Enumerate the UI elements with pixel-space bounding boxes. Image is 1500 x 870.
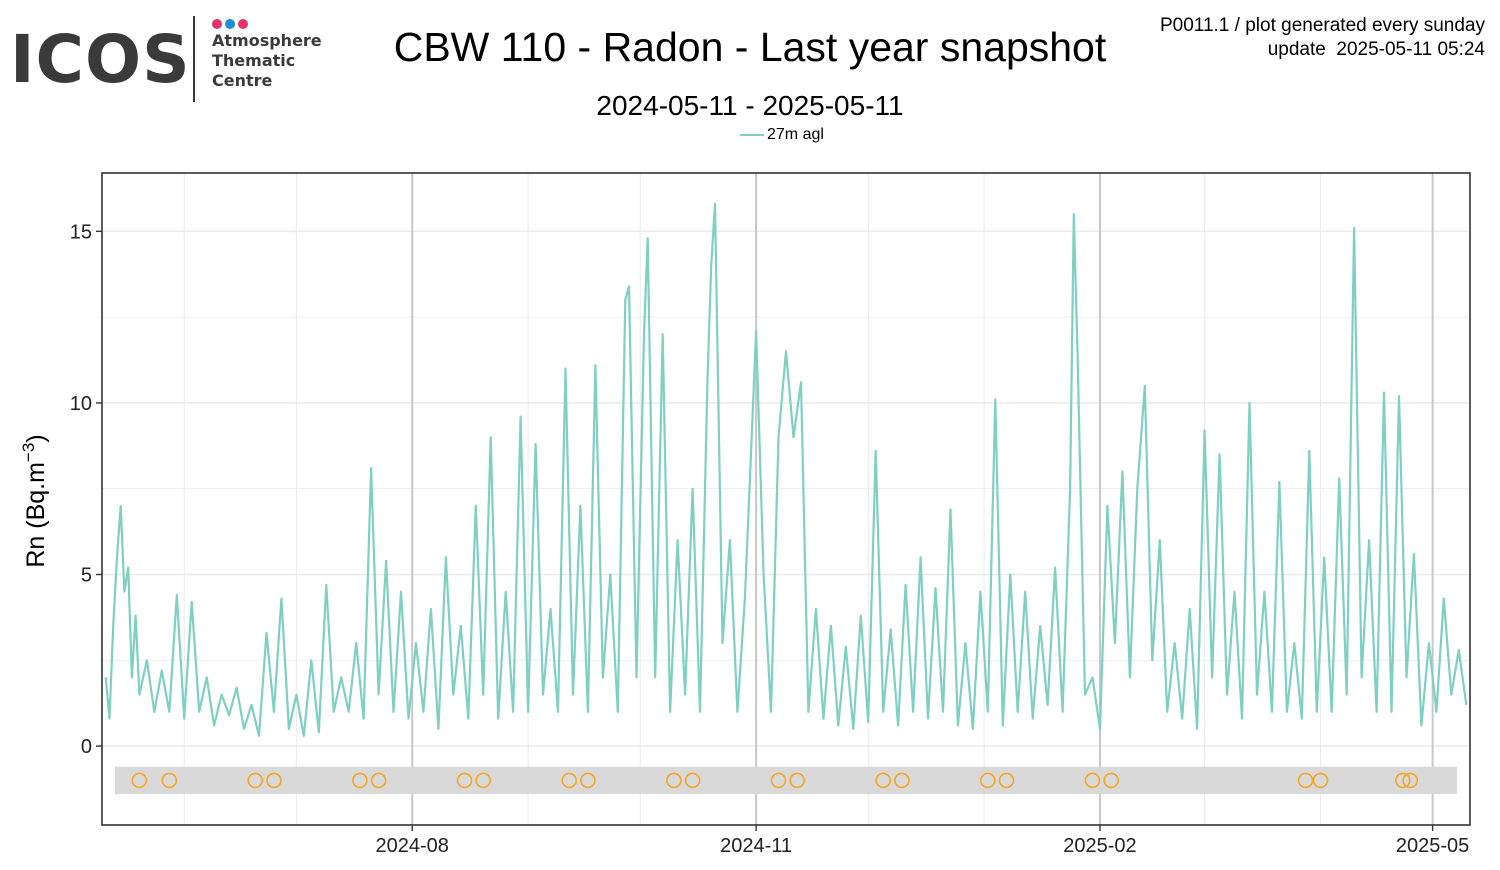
y-axis-label-base: Rn (Bq.m — [22, 462, 50, 568]
calibration-marker — [1402, 772, 1418, 789]
x-tick-label: 2024-08 — [376, 835, 449, 857]
logo-subtitle: Atmosphere Thematic Centre — [212, 31, 322, 91]
icos-logo: ICOS Atmosphere Thematic Centre — [10, 14, 330, 106]
calibration-marker — [1394, 772, 1411, 789]
logo-divider — [193, 16, 195, 102]
calibration-marker — [370, 772, 387, 789]
x-tick-label: 2025-02 — [1063, 835, 1136, 857]
y-tick-label: 5 — [81, 564, 92, 586]
y-axis-label-exponent: −3 — [19, 443, 38, 462]
chart-subtitle: 2024-05-11 - 2025-05-11 — [596, 90, 904, 121]
legend-swatch — [740, 134, 764, 136]
series-line-0 — [104, 202, 1468, 737]
calibration-marker — [352, 772, 368, 789]
calibration-marker — [666, 772, 682, 789]
plot-panel — [102, 173, 1470, 825]
y-tick-label: 15 — [70, 221, 92, 243]
logo-wordmark: ICOS — [10, 21, 191, 98]
calibration-marker — [894, 772, 910, 789]
logo-dot-2 — [225, 19, 235, 29]
logo-dot-3 — [238, 19, 248, 29]
calibration-marker — [456, 772, 473, 789]
calibration-marker — [1103, 772, 1119, 789]
plot-info: P0011.1 / plot generated every sunday up… — [1160, 14, 1485, 62]
calibration-marker — [247, 772, 264, 789]
calibration-marker — [131, 772, 148, 789]
calibration-marker — [875, 772, 891, 789]
calibration-marker — [161, 772, 178, 789]
y-tick-label: 10 — [70, 393, 92, 415]
calibration-marker — [789, 772, 806, 789]
calibration-marker — [1297, 772, 1314, 789]
plot-generation-note: P0011.1 / plot generated every sunday — [1160, 15, 1485, 36]
calibration-marker — [980, 772, 996, 789]
y-axis-label-close: ) — [22, 434, 50, 442]
legend-label: 27m agl — [767, 126, 824, 143]
update-timestamp: update 2025-05-11 05:24 — [1267, 39, 1485, 60]
calibration-marker — [266, 772, 282, 789]
calibration-marker — [1084, 772, 1101, 789]
logo-line-1: Atmosphere — [212, 31, 322, 50]
calibration-marker — [580, 772, 596, 789]
logo-dots-icon — [212, 16, 251, 29]
logo-line-2: Thematic — [212, 51, 296, 70]
calibration-marker — [561, 772, 578, 789]
plot-border — [101, 172, 1471, 826]
calibration-marker — [475, 772, 492, 789]
logo-dot-1 — [212, 19, 222, 29]
x-tick-label: 2024-11 — [720, 835, 792, 857]
calibration-marker — [684, 772, 701, 789]
logo-line-3: Centre — [212, 71, 273, 90]
x-tick-label: 2025-05 — [1396, 835, 1469, 857]
chart-title: CBW 110 - Radon - Last year snapshot — [393, 24, 1107, 70]
calibration-marker — [998, 772, 1015, 789]
calibration-marker — [770, 772, 787, 789]
y-axis-label: Rn (Bq.m−3) — [19, 434, 50, 567]
calibration-marker — [1312, 772, 1329, 789]
legend: 27m agl — [740, 126, 824, 144]
y-tick-label: 0 — [81, 736, 92, 758]
